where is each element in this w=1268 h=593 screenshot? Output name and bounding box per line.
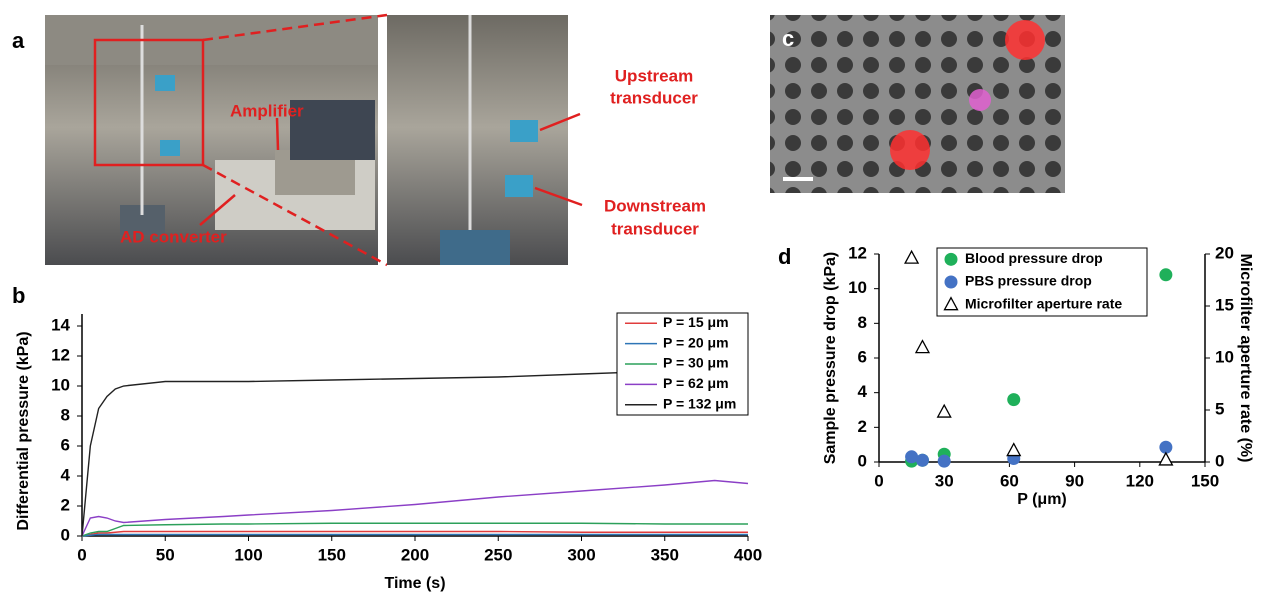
legend-label: Blood pressure drop bbox=[965, 250, 1103, 266]
x-tick-label: 300 bbox=[567, 545, 595, 564]
x-tick-label: 120 bbox=[1126, 471, 1154, 490]
y-axis-label: Differential pressure (kPa) bbox=[15, 331, 32, 530]
y-tick-label: 2 bbox=[858, 417, 867, 436]
line bbox=[82, 481, 748, 537]
x-tick-label: 50 bbox=[156, 545, 175, 564]
y-tick-label: 8 bbox=[858, 313, 867, 332]
y-tick-label: 6 bbox=[61, 435, 70, 454]
x-tick-label: 0 bbox=[874, 471, 883, 490]
dot bbox=[945, 253, 958, 266]
dot bbox=[1159, 268, 1172, 281]
x-tick-label: 90 bbox=[1065, 471, 1084, 490]
legend-label: P = 30 μm bbox=[663, 355, 729, 371]
y-tick-label: 14 bbox=[51, 315, 70, 334]
panel-label: b bbox=[12, 283, 25, 308]
annotation: Upstream bbox=[615, 66, 693, 85]
x-tick-label: 30 bbox=[935, 471, 954, 490]
x-tick-label: 0 bbox=[77, 545, 86, 564]
y2-axis-label: Microfilter aperture rate (%) bbox=[1237, 254, 1254, 463]
annotation: Downstream bbox=[604, 196, 706, 215]
triangle-marker bbox=[905, 251, 918, 263]
legend-label: P = 15 μm bbox=[663, 314, 729, 330]
y2-tick-label: 10 bbox=[1215, 347, 1234, 366]
y-tick-label: 0 bbox=[61, 525, 70, 544]
legend-label: Microfilter aperture rate bbox=[965, 295, 1122, 311]
x-tick-label: 150 bbox=[1191, 471, 1219, 490]
y-axis-label: Sample pressure drop (kPa) bbox=[822, 252, 839, 465]
x-tick-label: 100 bbox=[234, 545, 262, 564]
y-tick-label: 12 bbox=[848, 243, 867, 262]
photo-microfilter bbox=[770, 15, 1065, 193]
x-tick-label: 60 bbox=[1000, 471, 1019, 490]
annotation: Amplifier bbox=[230, 101, 304, 120]
dot bbox=[916, 454, 929, 467]
y-tick-label: 10 bbox=[848, 278, 867, 297]
y-tick-label: 4 bbox=[61, 465, 71, 484]
triangle-marker bbox=[1007, 444, 1020, 456]
figure: a Amplifier AD converter Upstream transd… bbox=[0, 0, 1268, 593]
x-tick-label: 350 bbox=[651, 545, 679, 564]
y2-tick-label: 20 bbox=[1215, 243, 1234, 262]
y-tick-label: 2 bbox=[61, 495, 70, 514]
y-tick-label: 4 bbox=[858, 382, 868, 401]
photo-zoom bbox=[387, 15, 582, 265]
y-tick-label: 0 bbox=[858, 451, 867, 470]
legend-label: P = 132 μm bbox=[663, 396, 736, 412]
legend-label: PBS pressure drop bbox=[965, 273, 1092, 289]
y2-tick-label: 0 bbox=[1215, 451, 1224, 470]
x-tick-label: 250 bbox=[484, 545, 512, 564]
x-tick-label: 400 bbox=[734, 545, 762, 564]
annotation: transducer bbox=[610, 88, 698, 107]
legend-label: P = 20 μm bbox=[663, 334, 729, 350]
dot bbox=[945, 276, 958, 289]
panel-label: d bbox=[778, 244, 791, 269]
annotation: transducer bbox=[611, 219, 699, 238]
x-tick-label: 200 bbox=[401, 545, 429, 564]
y-tick-label: 12 bbox=[51, 345, 70, 364]
x-axis-label: P (μm) bbox=[1017, 491, 1067, 508]
x-axis-label: Time (s) bbox=[384, 575, 445, 592]
dot bbox=[1007, 393, 1020, 406]
legend-label: P = 62 μm bbox=[663, 375, 729, 391]
annotation: AD converter bbox=[120, 227, 227, 246]
y-tick-label: 6 bbox=[858, 347, 867, 366]
triangle-marker bbox=[938, 405, 951, 417]
y-tick-label: 10 bbox=[51, 375, 70, 394]
dot bbox=[938, 455, 951, 468]
y-tick-label: 8 bbox=[61, 405, 70, 424]
y2-tick-label: 15 bbox=[1215, 295, 1234, 314]
panel-label: a bbox=[12, 28, 25, 53]
triangle-marker bbox=[916, 341, 929, 353]
triangle-marker bbox=[1159, 453, 1172, 465]
panel-label: c bbox=[782, 26, 794, 51]
x-tick-label: 150 bbox=[318, 545, 346, 564]
y2-tick-label: 5 bbox=[1215, 399, 1224, 418]
